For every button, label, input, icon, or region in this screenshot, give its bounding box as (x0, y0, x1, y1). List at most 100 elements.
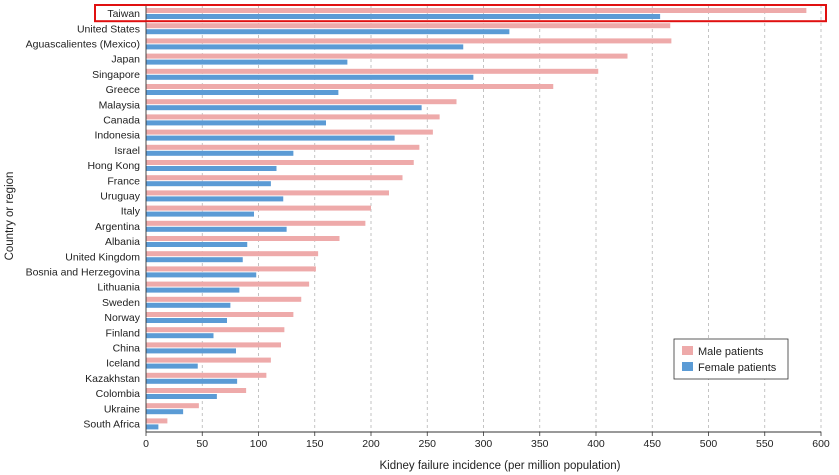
bar-female (146, 363, 198, 369)
bar-male (146, 175, 403, 181)
x-tick-label: 50 (196, 438, 208, 450)
bar-male (146, 68, 599, 74)
category-label: Singapore (92, 69, 140, 81)
bar-male (146, 403, 199, 409)
x-tick-label: 300 (475, 438, 493, 450)
bar-female (146, 150, 294, 156)
y-axis-title: Country or region (4, 172, 16, 261)
x-tick-label: 250 (418, 438, 436, 450)
bar-male (146, 372, 267, 378)
bar-female (146, 394, 217, 399)
bar-female (146, 105, 422, 111)
bar-male (146, 38, 672, 44)
x-tick-label: 500 (700, 438, 718, 450)
bar-male (146, 312, 294, 317)
bar-female (146, 44, 464, 50)
bar-female (146, 196, 284, 202)
bar-female (146, 272, 257, 278)
category-label: United Kingdom (65, 251, 140, 263)
category-label: Finland (106, 327, 141, 339)
category-label: United States (77, 23, 140, 35)
bar-female (146, 166, 277, 171)
bar-male (146, 236, 340, 241)
x-tick-label: 550 (756, 438, 774, 450)
category-label: Israel (114, 145, 140, 157)
bar-layer (146, 8, 807, 430)
x-tick-label: 400 (587, 438, 605, 450)
x-tick-label: 150 (306, 438, 324, 450)
bar-male (146, 190, 389, 196)
category-label: Taiwan (107, 8, 140, 20)
bar-female (146, 409, 184, 415)
bar-female (146, 424, 159, 430)
bar-male (146, 388, 247, 393)
category-label: China (113, 343, 141, 355)
bar-female (146, 226, 287, 232)
category-label: Colombia (96, 388, 141, 400)
bar-female (146, 74, 474, 80)
bar-female (146, 211, 254, 217)
bar-male (146, 205, 371, 211)
bar-male (146, 342, 281, 348)
category-label: Malaysia (99, 99, 141, 111)
category-label: Bosnia and Herzegovina (26, 267, 141, 279)
category-label: Canada (103, 115, 140, 127)
bar-male (146, 327, 285, 333)
legend-label-female: Female patients (698, 362, 777, 374)
category-label: Indonesia (94, 130, 140, 142)
bar-male (146, 99, 457, 105)
bar-female (146, 120, 326, 126)
x-tick-label: 450 (643, 438, 661, 450)
category-label: Albania (105, 236, 140, 248)
category-labels: Taiwan United States Aguascalientes (Mexic… (26, 8, 141, 430)
legend-swatch-female (682, 362, 693, 371)
category-label: Japan (111, 54, 140, 66)
bar-female (146, 318, 227, 323)
bar-female (146, 287, 240, 293)
bar-male (146, 129, 433, 135)
category-label: Lithuania (97, 282, 140, 294)
x-tick-label: 0 (143, 438, 149, 450)
bar-female (146, 14, 661, 19)
bar-male (146, 8, 807, 13)
bar-male (146, 53, 628, 59)
bar-male (146, 418, 168, 424)
category-label: Italy (121, 206, 141, 218)
category-label: Kazakhstan (85, 373, 140, 385)
bar-female (146, 135, 395, 141)
legend-frame (673, 338, 789, 380)
bar-male (146, 144, 420, 150)
bar-female (146, 333, 214, 339)
bar-male (146, 114, 440, 120)
x-tick-label: 600 (812, 438, 830, 450)
bar-male (146, 296, 302, 302)
bar-female (146, 90, 339, 95)
bar-female (146, 302, 231, 308)
bar-female (146, 59, 348, 65)
category-label: Aguascalientes (Mexico) (26, 39, 140, 51)
bar-male (146, 281, 310, 287)
bar-male (146, 251, 319, 257)
category-label: Argentina (95, 221, 140, 233)
bar-female (146, 378, 238, 384)
bar-male (146, 23, 671, 29)
x-axis: 0 50 100 150 200 250 300 350 400 450 500 550 600 (143, 5, 830, 450)
category-label: Uruguay (100, 191, 140, 203)
bar-male (146, 357, 271, 363)
category-label: Iceland (106, 358, 140, 370)
x-tick-label: 100 (250, 438, 268, 450)
bar-female (146, 257, 243, 263)
highlight-box (94, 4, 827, 23)
category-label: Hong Kong (87, 160, 140, 172)
category-label: Greece (106, 84, 141, 96)
category-label: Sweden (102, 297, 140, 309)
bar-female (146, 29, 510, 35)
category-label: South Africa (83, 419, 140, 431)
x-axis-title: Kidney failure incidence (per million po… (380, 460, 621, 472)
x-tick-label: 200 (362, 438, 380, 450)
x-tick-label: 350 (531, 438, 549, 450)
category-label: Norway (104, 312, 140, 324)
legend-label-male: Male patients (698, 346, 764, 358)
bar-male (146, 160, 414, 165)
